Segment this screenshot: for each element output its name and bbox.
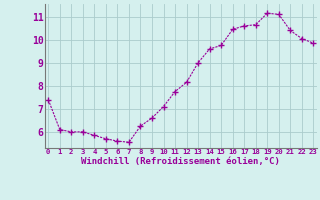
X-axis label: Windchill (Refroidissement éolien,°C): Windchill (Refroidissement éolien,°C) [81,157,280,166]
